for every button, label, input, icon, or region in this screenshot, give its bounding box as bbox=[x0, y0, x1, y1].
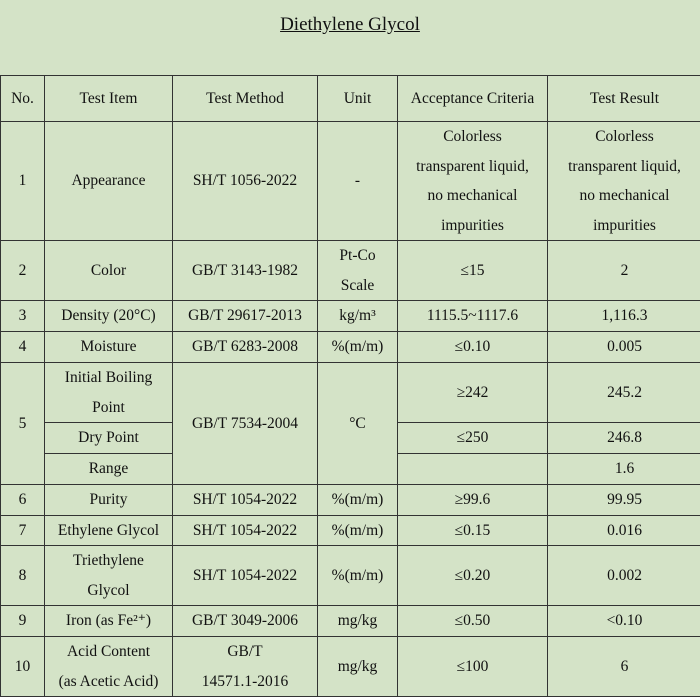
row-no: 4 bbox=[1, 332, 45, 363]
test-method: SH/T 1056-2022 bbox=[173, 122, 318, 241]
header-no: No. bbox=[1, 76, 45, 122]
test-item: Acid Content(as Acetic Acid) bbox=[45, 637, 173, 697]
unit: %(m/m) bbox=[318, 332, 398, 363]
test-method: SH/T 1054-2022 bbox=[173, 546, 318, 606]
unit: mg/kg bbox=[318, 606, 398, 637]
test-method: SH/T 1054-2022 bbox=[173, 515, 318, 546]
test-item: Color bbox=[45, 241, 173, 301]
row-no: 10 bbox=[1, 637, 45, 697]
test-result: 99.95 bbox=[548, 484, 700, 515]
acceptance-criteria: ≤0.50 bbox=[398, 606, 548, 637]
row-no: 9 bbox=[1, 606, 45, 637]
test-result: 1,116.3 bbox=[548, 301, 700, 332]
test-method: GB/T 7534-2004 bbox=[173, 363, 318, 485]
unit: %(m/m) bbox=[318, 515, 398, 546]
test-item: Range bbox=[45, 454, 173, 485]
acceptance-criteria: ≤0.10 bbox=[398, 332, 548, 363]
test-item: Moisture bbox=[45, 332, 173, 363]
header-test-result: Test Result bbox=[548, 76, 700, 122]
test-method: GB/T 6283-2008 bbox=[173, 332, 318, 363]
test-result: 0.005 bbox=[548, 332, 700, 363]
page-title: Diethylene Glycol bbox=[0, 14, 700, 36]
header-test-method: Test Method bbox=[173, 76, 318, 122]
row-no: 6 bbox=[1, 484, 45, 515]
test-result: <0.10 bbox=[548, 606, 700, 637]
unit: - bbox=[318, 122, 398, 241]
header-test-item: Test Item bbox=[45, 76, 173, 122]
test-method: GB/T 3143-1982 bbox=[173, 241, 318, 301]
unit: °C bbox=[318, 363, 398, 485]
row-no: 3 bbox=[1, 301, 45, 332]
spec-table: No. Test Item Test Method Unit Acceptanc… bbox=[0, 75, 700, 697]
acceptance-criteria bbox=[398, 454, 548, 485]
acceptance-criteria: ≥99.6 bbox=[398, 484, 548, 515]
acceptance-criteria: ≤100 bbox=[398, 637, 548, 697]
test-item: Iron (as Fe²⁺) bbox=[45, 606, 173, 637]
row-no: 2 bbox=[1, 241, 45, 301]
acceptance-criteria: ≥242 bbox=[398, 363, 548, 423]
test-method: GB/T 29617-2013 bbox=[173, 301, 318, 332]
unit: kg/m³ bbox=[318, 301, 398, 332]
test-item: Dry Point bbox=[45, 423, 173, 454]
row-no: 8 bbox=[1, 546, 45, 606]
unit: mg/kg bbox=[318, 637, 398, 697]
acceptance-criteria: 1115.5~1117.6 bbox=[398, 301, 548, 332]
unit: %(m/m) bbox=[318, 546, 398, 606]
test-item: Appearance bbox=[45, 122, 173, 241]
acceptance-criteria: ≤0.20 bbox=[398, 546, 548, 606]
acceptance-criteria: ≤250 bbox=[398, 423, 548, 454]
test-result: 246.8 bbox=[548, 423, 700, 454]
table-header-row: No. Test Item Test Method Unit Acceptanc… bbox=[1, 76, 700, 122]
test-result: 6 bbox=[548, 637, 700, 697]
row-no: 7 bbox=[1, 515, 45, 546]
acceptance-criteria: ≤0.15 bbox=[398, 515, 548, 546]
unit: %(m/m) bbox=[318, 484, 398, 515]
test-result: 1.6 bbox=[548, 454, 700, 485]
header-acceptance-criteria: Acceptance Criteria bbox=[398, 76, 548, 122]
test-result: 0.016 bbox=[548, 515, 700, 546]
test-result: 2 bbox=[548, 241, 700, 301]
acceptance-criteria: ≤15 bbox=[398, 241, 548, 301]
test-result: 0.002 bbox=[548, 546, 700, 606]
test-item: Ethylene Glycol bbox=[45, 515, 173, 546]
test-method: GB/T 3049-2006 bbox=[173, 606, 318, 637]
header-unit: Unit bbox=[318, 76, 398, 122]
test-result: 245.2 bbox=[548, 363, 700, 423]
test-method: SH/T 1054-2022 bbox=[173, 484, 318, 515]
test-item: Purity bbox=[45, 484, 173, 515]
row-no: 5 bbox=[1, 363, 45, 485]
row-no: 1 bbox=[1, 122, 45, 241]
test-item: Density (20°C) bbox=[45, 301, 173, 332]
